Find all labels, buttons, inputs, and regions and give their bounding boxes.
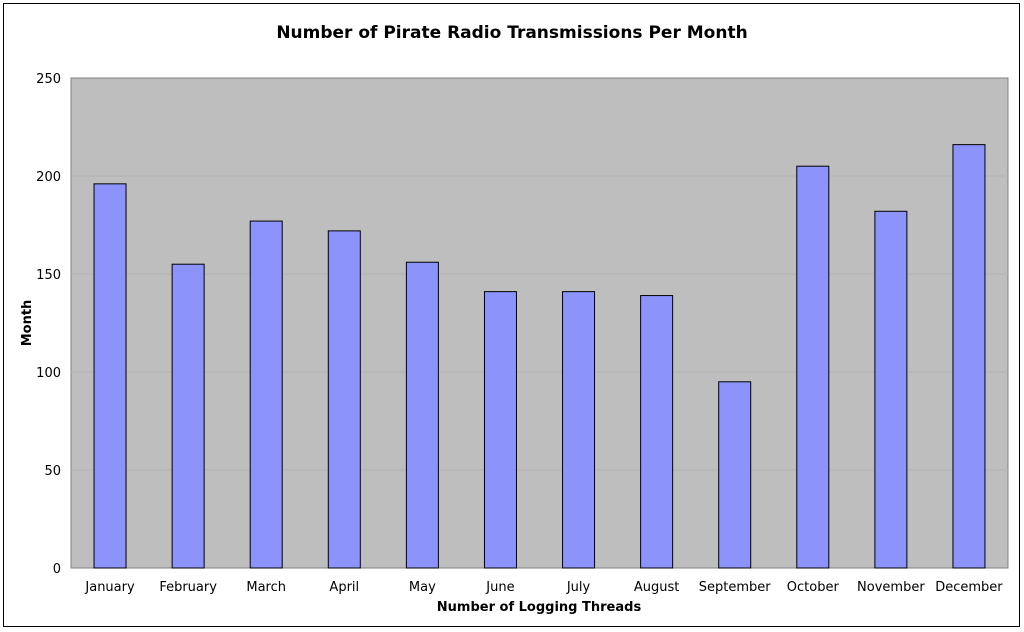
x-axis-ticks: January February March April May June July Augu… bbox=[84, 580, 1003, 595]
bar-october bbox=[796, 165, 830, 569]
plot-area bbox=[70, 77, 1009, 569]
y-tick-label: 150 bbox=[36, 268, 61, 283]
bar-december bbox=[952, 144, 986, 569]
x-axis-title: Number of Logging Threads bbox=[437, 600, 642, 615]
bar-february bbox=[171, 263, 205, 569]
bar-august bbox=[640, 295, 674, 569]
x-tick-label-october: October bbox=[787, 580, 840, 595]
x-tick-label-may: May bbox=[409, 580, 436, 595]
bar-june bbox=[483, 291, 517, 569]
x-tick-label-february: February bbox=[159, 580, 217, 595]
x-tick-label-december: December bbox=[935, 580, 1003, 595]
x-tick-label-november: November bbox=[857, 580, 925, 595]
y-tick-label: 250 bbox=[36, 72, 61, 87]
bar-march bbox=[249, 220, 283, 569]
x-tick-label-june: June bbox=[485, 580, 514, 595]
x-tick-label-august: August bbox=[634, 580, 680, 595]
bar-november bbox=[874, 210, 908, 569]
y-tick-label: 200 bbox=[36, 170, 61, 185]
x-tick-label-july: July bbox=[566, 580, 591, 595]
y-axis-ticks: 0 50 100 150 200 250 bbox=[36, 72, 61, 577]
chart-title: Number of Pirate Radio Transmissions Per… bbox=[276, 23, 747, 43]
bar-january bbox=[93, 183, 127, 569]
bar-july bbox=[562, 291, 596, 569]
x-tick-label-april: April bbox=[329, 580, 359, 595]
y-tick-label: 50 bbox=[44, 464, 61, 479]
y-axis-title: Month bbox=[20, 300, 35, 347]
gridlines bbox=[71, 175, 1008, 471]
x-tick-label-march: March bbox=[246, 580, 286, 595]
bars bbox=[93, 144, 986, 569]
x-tick-label-september: September bbox=[699, 580, 772, 595]
y-tick-label: 0 bbox=[53, 562, 61, 577]
bar-may bbox=[405, 261, 439, 569]
bar-april bbox=[327, 230, 361, 569]
bar-september bbox=[718, 381, 752, 569]
y-tick-label: 100 bbox=[36, 366, 61, 381]
x-tick-label-january: January bbox=[84, 580, 135, 595]
